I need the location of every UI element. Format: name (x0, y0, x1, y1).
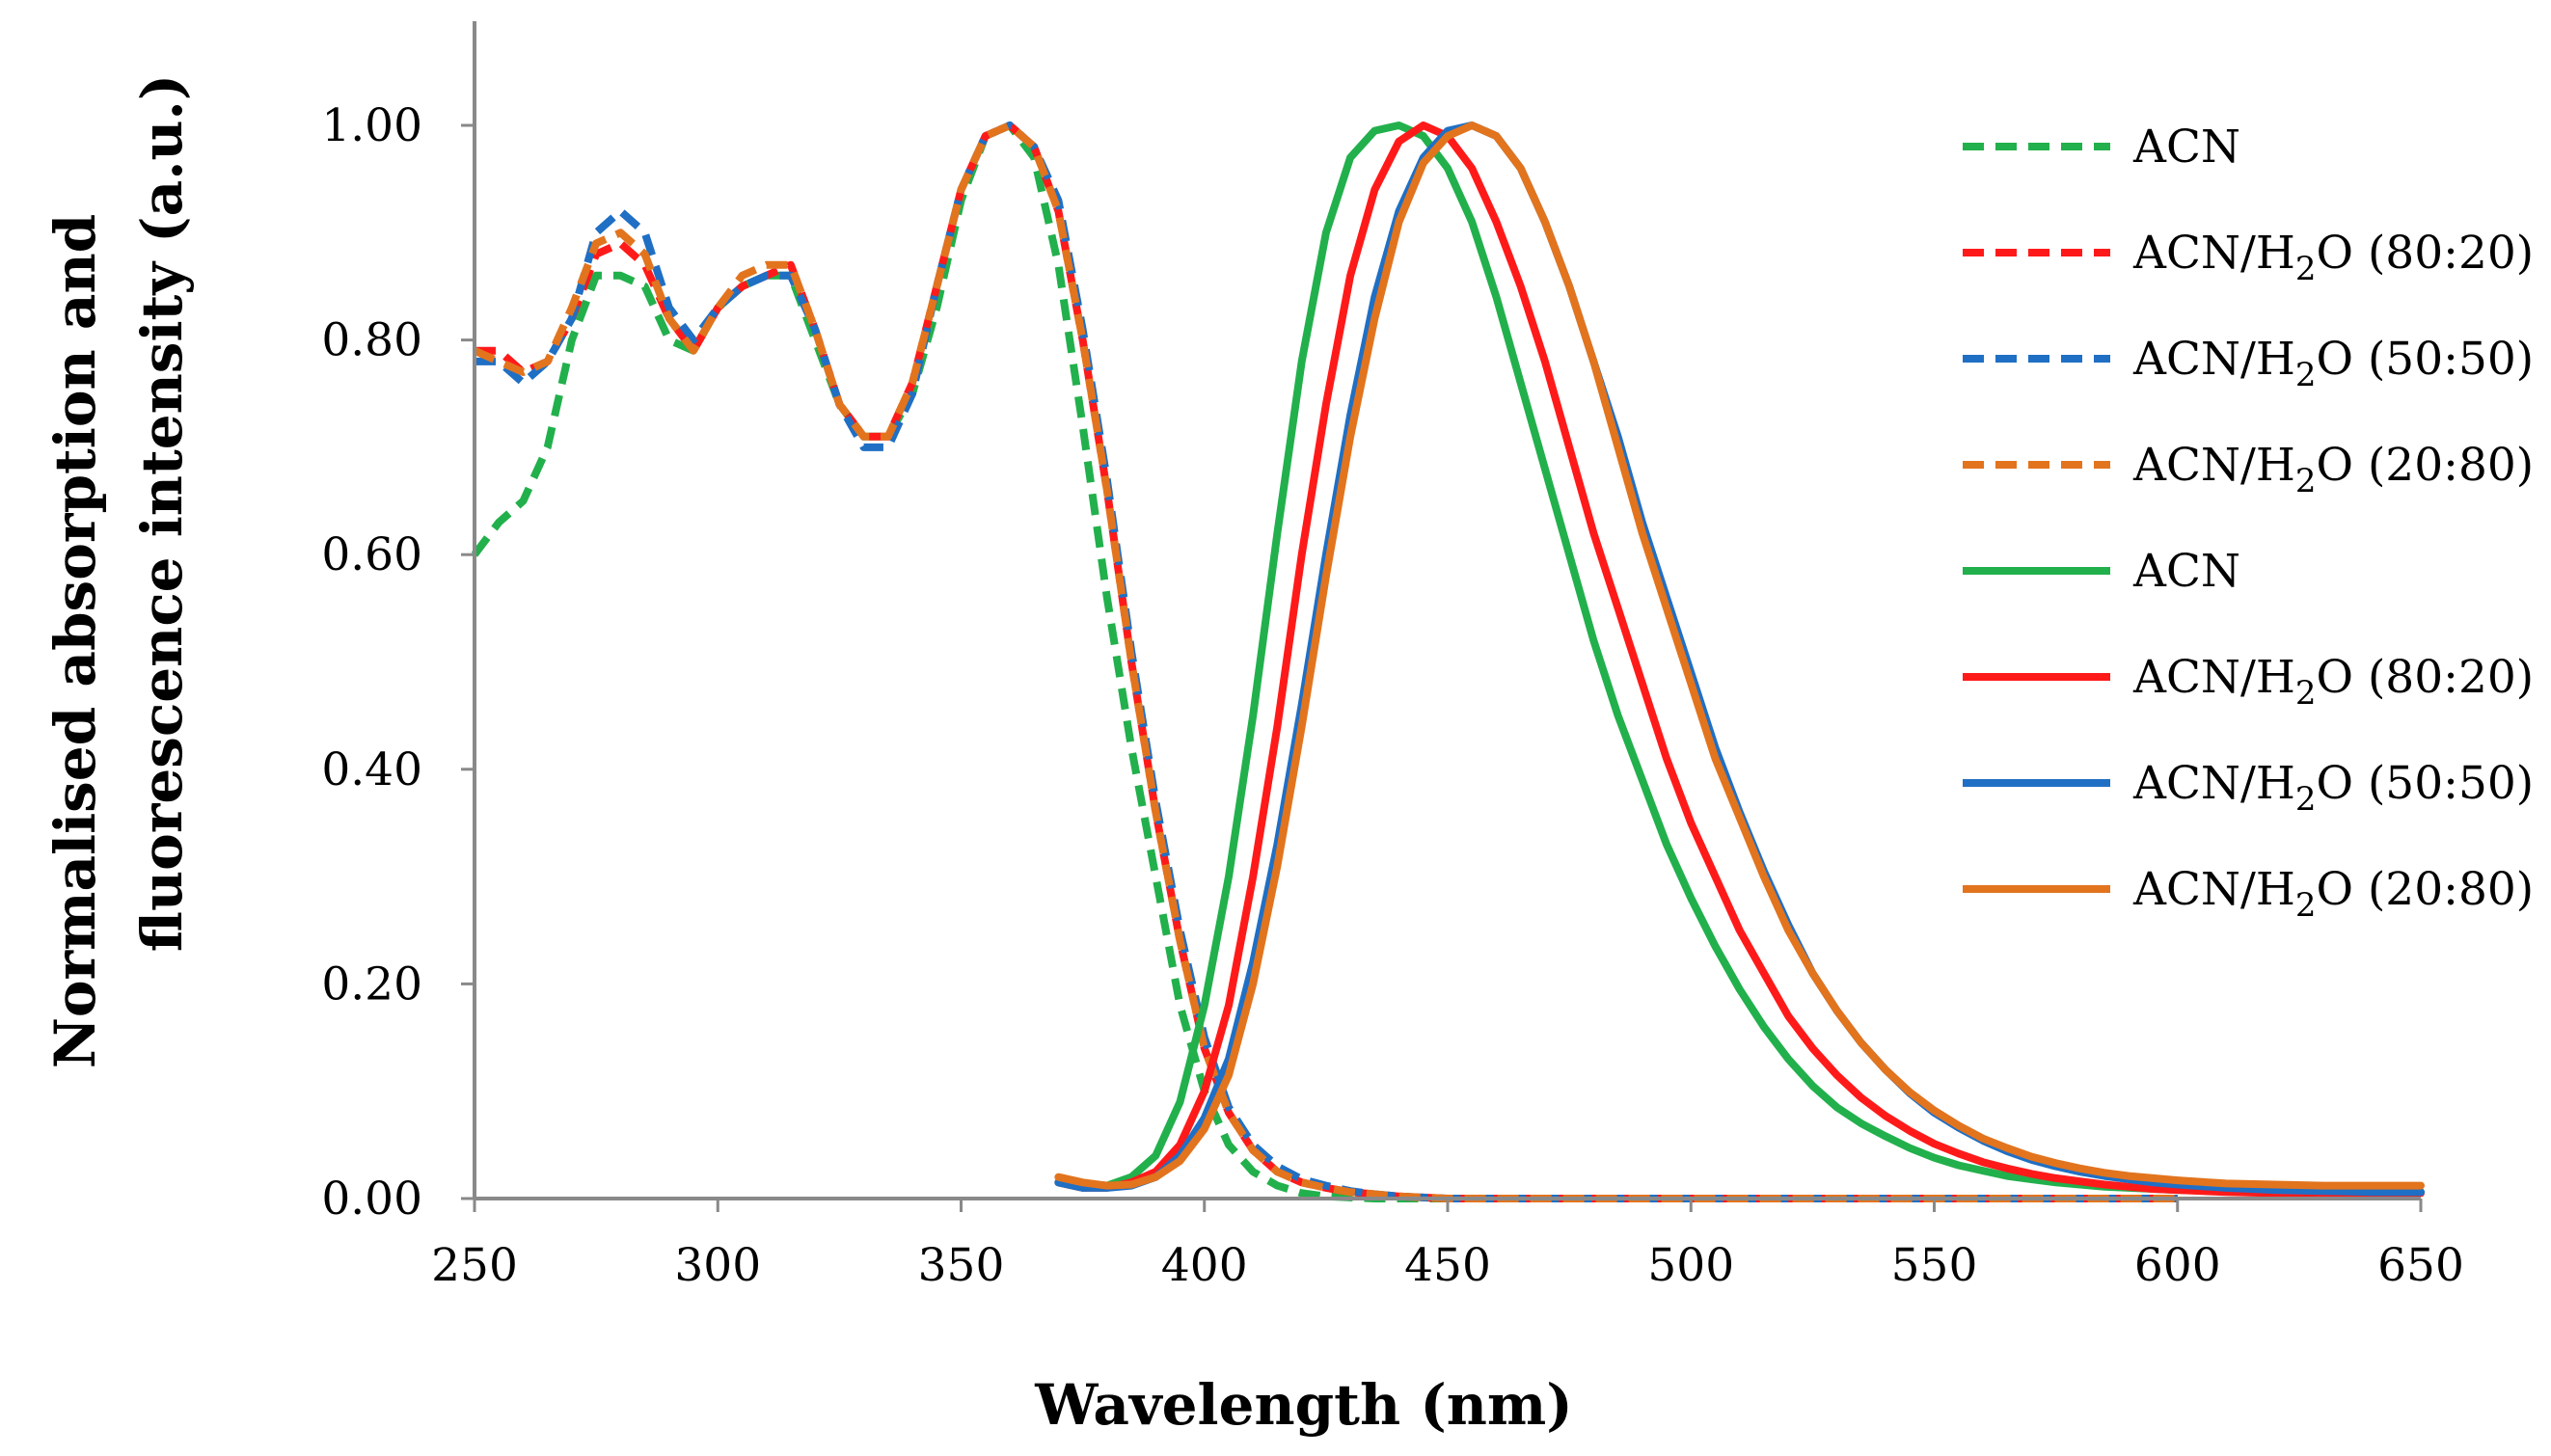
legend-label-subscript: 2 (2295, 356, 2317, 394)
y-tick-label: 0.60 (321, 528, 422, 581)
legend-label-prefix: ACN/H (2132, 757, 2295, 810)
y-axis-title-line2: fluorescence intensity (a.u.) (129, 74, 195, 952)
legend-label: ACN/H2O (50:50) (2132, 333, 2534, 394)
x-tick-label: 350 (918, 1239, 1005, 1292)
legend-label: ACN/H2O (80:20) (2132, 227, 2534, 288)
legend-label-prefix: ACN/H (2132, 439, 2295, 492)
legend-label-prefix: ACN/H (2132, 651, 2295, 704)
legend-label-subscript: 2 (2295, 462, 2317, 500)
x-tick-layer: 250 300 350 400 450 500 550 600 650 (431, 1199, 2464, 1292)
legend-label-subscript: 2 (2295, 886, 2317, 925)
legend-label: ACN/H2O (50:50) (2132, 757, 2534, 819)
x-tick-label: 300 (674, 1239, 761, 1292)
absorption-series-1 (471, 121, 2178, 1202)
x-tick-label: 600 (2134, 1239, 2221, 1292)
fluorescence-series-4 (1054, 121, 2425, 1190)
y-tick-layer: 0.00 0.20 0.40 0.60 0.80 1.00 (321, 99, 475, 1226)
y-tick-label: 0.80 (321, 314, 422, 367)
legend-label-suffix: O (50:50) (2317, 757, 2535, 810)
legend-label: ACN/H2O (20:80) (2132, 439, 2534, 500)
y-tick-label: 0.00 (321, 1173, 422, 1226)
legend-label-prefix: ACN (2132, 121, 2240, 174)
absorption-series-3 (475, 121, 2178, 1202)
x-tick-label: 650 (2377, 1239, 2464, 1292)
legend-label-prefix: ACN/H (2132, 863, 2295, 916)
x-tick-label: 500 (1647, 1239, 1734, 1292)
y-tick-label: 0.20 (321, 957, 422, 1011)
absorption-series-2 (475, 121, 2178, 1202)
legend-label-prefix: ACN/H (2132, 227, 2295, 280)
y-tick-label: 0.40 (321, 743, 422, 796)
x-tick-label: 550 (1891, 1239, 1978, 1292)
y-tick-label: 1.00 (321, 99, 422, 152)
legend-label: ACN (2132, 545, 2240, 598)
x-tick-label: 450 (1404, 1239, 1491, 1292)
legend-label-suffix: O (20:80) (2317, 439, 2535, 492)
legend-label-subscript: 2 (2295, 250, 2317, 288)
legend-label-suffix: O (80:20) (2317, 227, 2535, 280)
series-layer (471, 121, 2425, 1202)
legend-label-subscript: 2 (2295, 780, 2317, 819)
legend-label-prefix: ACN (2132, 545, 2240, 598)
legend-label: ACN/H2O (20:80) (2132, 863, 2534, 925)
x-tick-label: 400 (1161, 1239, 1248, 1292)
legend-label-subscript: 2 (2295, 674, 2317, 713)
y-axis-title-line1: Normalised absorption and (42, 214, 108, 1068)
x-axis-title: Wavelength (nm) (1034, 1372, 1573, 1438)
legend-label: ACN/H2O (80:20) (2132, 651, 2534, 713)
legend-label-prefix: ACN/H (2132, 333, 2295, 386)
legend-label: ACN (2132, 121, 2240, 174)
legend-label-suffix: O (20:80) (2317, 863, 2535, 916)
x-tick-label: 250 (431, 1239, 518, 1292)
absorption-series-4 (473, 121, 2178, 1202)
legend-label-suffix: O (80:20) (2317, 651, 2535, 704)
legend-label-suffix: O (50:50) (2317, 333, 2535, 386)
fluorescence-series-2 (1054, 121, 2425, 1198)
